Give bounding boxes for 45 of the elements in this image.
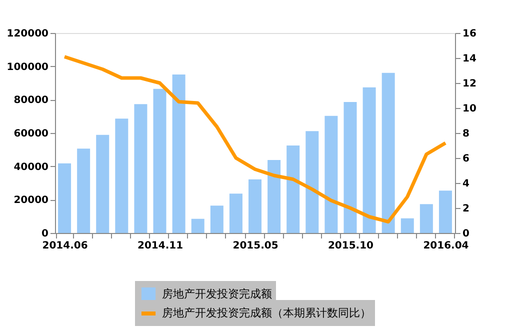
y2-tick-label: 6 [462,154,470,164]
bar [438,190,452,233]
legend-label: 房地产开发投资完成额 [162,288,272,300]
y-tick-label: 60000 [14,128,49,140]
bar [382,72,395,233]
bar [172,74,186,233]
bar [324,116,338,233]
bar [210,206,224,233]
bar [248,179,262,233]
y2-tick-label: 0 [462,228,470,240]
y-tick-label: 100000 [6,62,49,73]
bar [268,160,281,233]
bar [77,148,90,233]
y2-tick-label: 16 [462,28,476,40]
x-tick-label: 2014.11 [137,240,184,252]
bar [344,102,357,233]
y2-tick-label: 2 [462,204,470,214]
bar [115,118,128,233]
y-tick-label: 0 [42,228,49,240]
bar [420,204,433,233]
bar [153,88,166,233]
x-tick-label: 2016.04 [423,240,469,252]
bar [58,163,72,233]
bar [96,134,110,233]
bar [229,194,242,233]
y2-tick-label: 12 [462,78,476,90]
bar [400,218,414,233]
bar [191,218,204,233]
x-tick-label: 2015.05 [232,240,278,252]
x-tick-label: 2014.06 [42,240,88,252]
y2-tick-label: 8 [462,128,470,140]
legend-label: 房地产开发投资完成额（本期累计数同比） [162,306,371,320]
bar [362,87,376,233]
y-tick-label: 20000 [14,195,49,206]
bar [286,146,300,233]
line-series [62,55,448,224]
bar [134,104,148,233]
bar [306,131,319,233]
y-tick-label: 40000 [14,162,49,173]
y-tick-label: 80000 [14,95,49,106]
x-tick-label: 2015.10 [328,240,374,252]
y2-tick-label: 10 [462,104,476,114]
y2-tick-label: 4 [462,178,470,190]
y2-tick-label: 14 [462,54,476,64]
y-tick-label: 120000 [6,28,49,40]
